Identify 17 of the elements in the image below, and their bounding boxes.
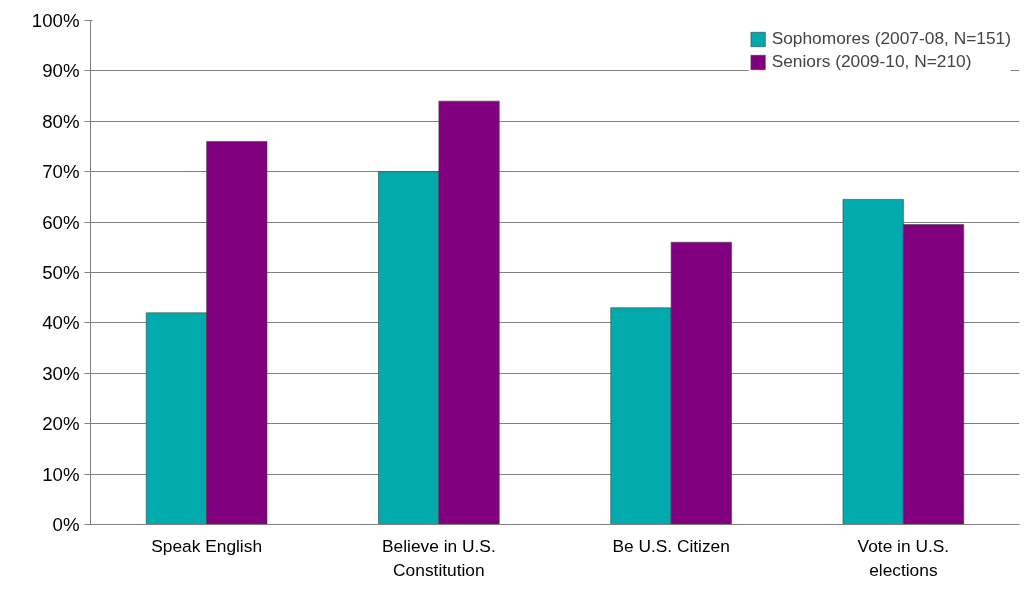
y-tick-label: 80% [42,110,80,132]
y-tick-label: 70% [42,161,80,183]
y-tick-label: 40% [42,312,80,334]
y-tick-label: 90% [42,60,80,82]
y-tick-label: 60% [42,211,80,233]
x-tick-label: Believe in U.S. Constitution [382,535,496,580]
y-tick-label: 100% [31,10,80,31]
y-tick-label: 50% [42,262,80,283]
y-tick-label: 0% [52,514,80,535]
x-tick-label: Vote in U.S. elections [857,535,950,580]
x-tick-label: Be U.S. Citizen [612,535,730,556]
y-tick-label: 20% [42,413,80,435]
x-tick-label: Speak English [151,535,263,556]
y-tick-label: 30% [42,362,80,384]
y-tick-label: 10% [42,463,80,485]
legend-label: Seniors (2009-10, N=210) [771,51,972,72]
legend-label: Sophomores (2007-08, N=151) [771,28,1011,49]
